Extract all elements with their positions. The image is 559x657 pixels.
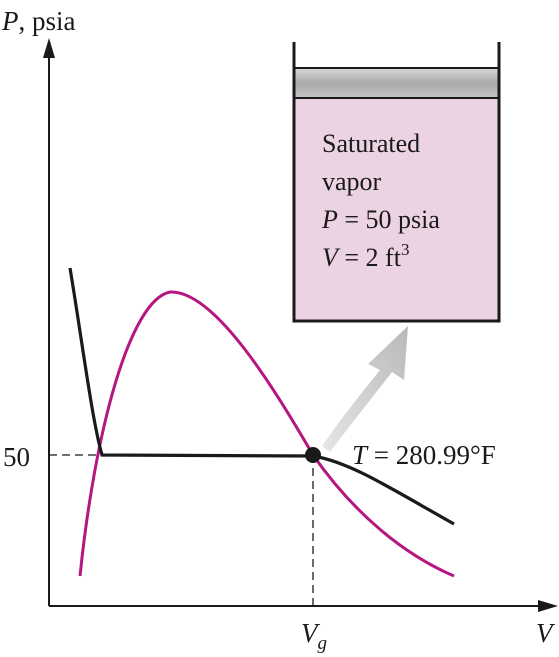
y-axis-label: P, psia xyxy=(1,6,76,36)
x-tick-subscript: g xyxy=(318,633,328,654)
cylinder-pressure-symbol: P xyxy=(321,205,338,234)
isotherm-symbol: T xyxy=(352,440,369,470)
cylinder-volume-value: = 2 ft xyxy=(338,243,402,272)
cylinder-line-1: Saturated xyxy=(322,129,420,158)
x-tick-symbol: V xyxy=(301,618,321,648)
y-tick-label: 50 xyxy=(3,442,30,472)
x-axis-arrowhead xyxy=(538,600,558,612)
saturation-dome-curve xyxy=(78,290,455,578)
isotherm-value: = 280.99°F xyxy=(367,440,496,470)
cylinder-line-4: V = 2 ft3 xyxy=(322,240,409,272)
y-axis-label-unit: , psia xyxy=(19,6,76,36)
cylinder-line-2: vapor xyxy=(322,167,382,196)
isotherm-label: T = 280.99°F xyxy=(352,440,496,470)
y-axis-arrowhead xyxy=(43,38,55,58)
cylinder-line-3: P = 50 psia xyxy=(321,205,440,234)
state-point xyxy=(305,447,321,463)
y-axis-label-symbol: P xyxy=(1,6,19,36)
x-tick-label: Vg xyxy=(301,618,327,654)
cylinder-volume-exponent: 3 xyxy=(401,240,410,259)
x-axis-label: V xyxy=(536,618,556,648)
cylinder-volume-symbol: V xyxy=(322,243,341,272)
piston-cylinder: Saturated vapor P = 50 psia V = 2 ft3 xyxy=(292,42,501,323)
piston xyxy=(293,67,500,99)
isotherm-curve xyxy=(68,267,455,526)
cylinder-pressure-value: = 50 psia xyxy=(338,205,441,234)
callout-arrow xyxy=(322,326,408,452)
cylinder-gas-region xyxy=(294,98,499,321)
